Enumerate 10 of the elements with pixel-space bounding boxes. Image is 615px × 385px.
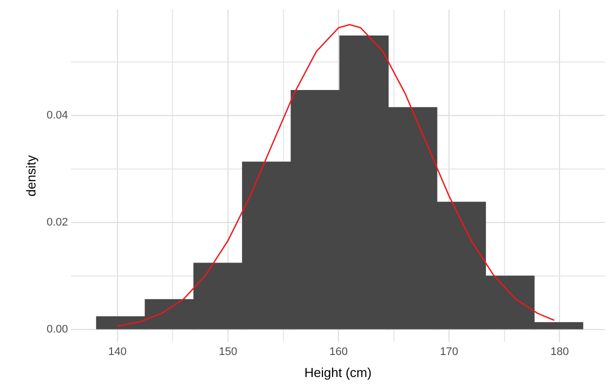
y-tick-label: 0.00: [46, 323, 68, 336]
y-axis-title: density: [23, 154, 38, 196]
x-tick-label: 170: [440, 346, 458, 358]
x-tick-label: 150: [218, 346, 238, 358]
y-tick-label: 0.04: [46, 110, 68, 122]
x-axis-title: Height (cm): [304, 364, 372, 380]
x-tick-label: 140: [108, 346, 127, 358]
y-tick-label: 0.02: [46, 216, 68, 228]
x-tick-label: 180: [550, 346, 569, 358]
x-tick-label: 160: [329, 346, 348, 358]
